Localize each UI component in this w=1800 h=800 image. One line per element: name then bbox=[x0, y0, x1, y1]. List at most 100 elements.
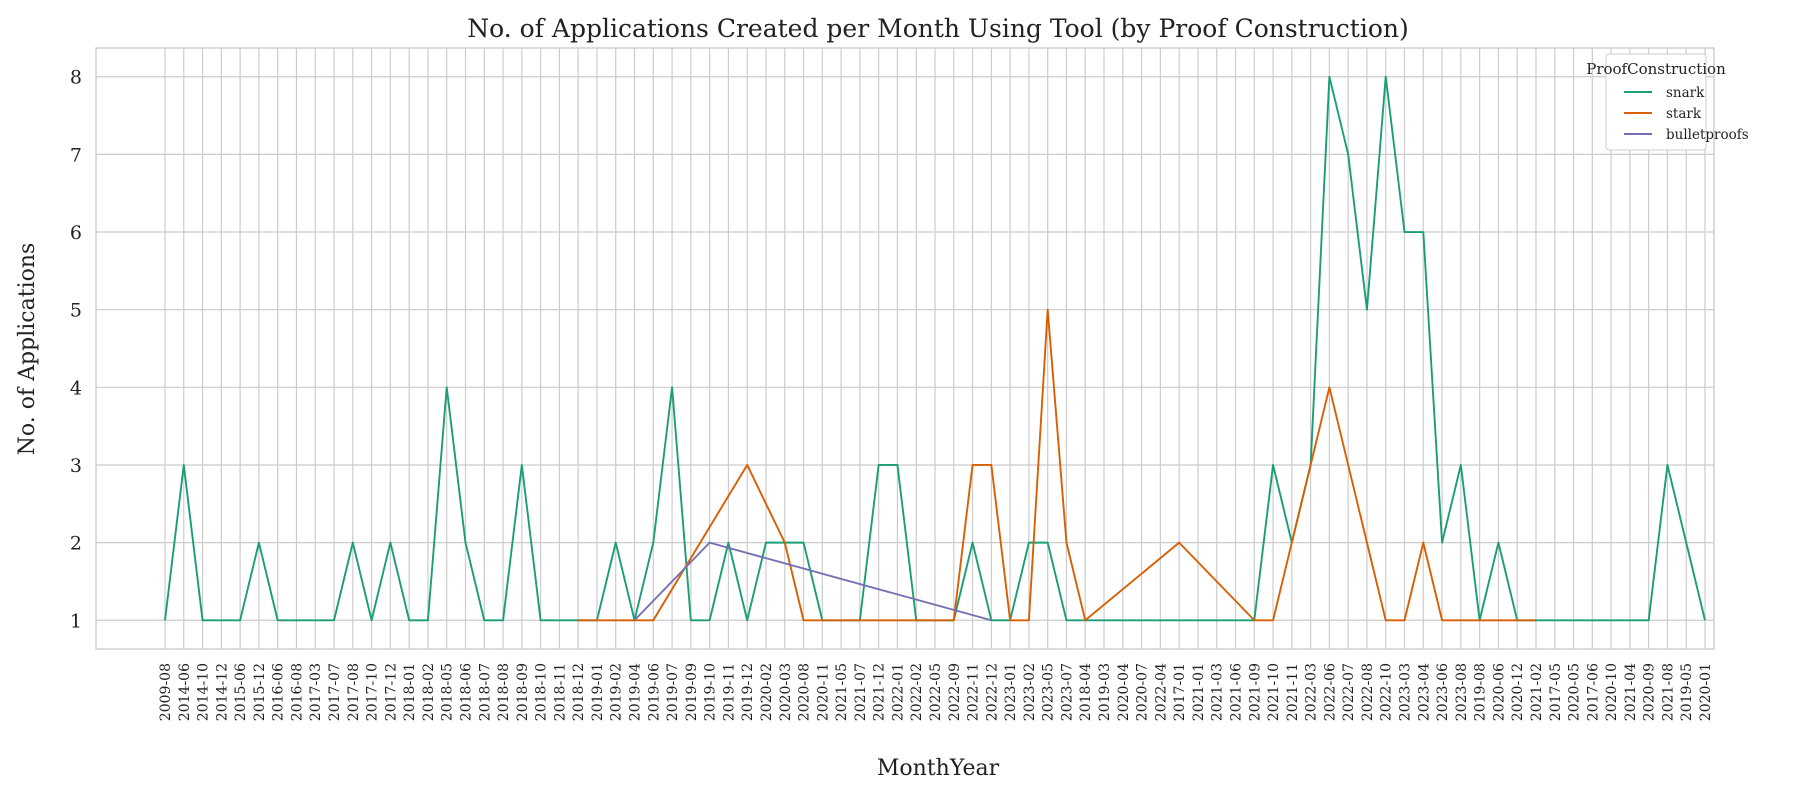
x-tick-label: 2015-06 bbox=[233, 663, 249, 721]
x-tick-label: 2022-12 bbox=[984, 663, 1000, 721]
x-tick-label: 2019-01 bbox=[590, 663, 606, 721]
x-tick-label: 2020-08 bbox=[797, 663, 813, 721]
x-tick-label: 2019-07 bbox=[665, 663, 681, 721]
x-tick-label: 2019-04 bbox=[628, 663, 644, 721]
x-tick-label: 2022-09 bbox=[947, 663, 963, 721]
x-tick-label: 2019-12 bbox=[740, 663, 756, 721]
legend-entries: snark stark bulletproofs bbox=[1624, 85, 1749, 143]
x-tick-label: 2020-01 bbox=[1698, 663, 1714, 721]
plot-area bbox=[95, 47, 1715, 650]
x-tick-label: 2023-02 bbox=[1022, 663, 1038, 721]
chart-title: No. of Applications Created per Month Us… bbox=[467, 14, 1408, 43]
x-tick-label: 2020-11 bbox=[815, 663, 831, 721]
x-tick-label: 2021-07 bbox=[853, 663, 869, 721]
x-tick-label: 2017-06 bbox=[1585, 663, 1601, 721]
y-tick-label: 4 bbox=[70, 377, 82, 399]
x-tick-label: 2020-04 bbox=[1116, 663, 1132, 721]
x-tick-label: 2017-05 bbox=[1548, 663, 1564, 721]
x-tick-label: 2009-08 bbox=[158, 663, 174, 721]
x-tick-label: 2023-04 bbox=[1416, 663, 1432, 721]
x-tick-label: 2021-05 bbox=[834, 663, 850, 721]
x-axis-label: MonthYear bbox=[877, 756, 1000, 781]
x-tick-label: 2021-10 bbox=[1266, 663, 1282, 721]
legend-box bbox=[1605, 53, 1707, 151]
x-tick-label: 2018-01 bbox=[402, 663, 418, 721]
x-tick-label: 2023-01 bbox=[1003, 663, 1019, 721]
y-tick-label: 5 bbox=[70, 300, 82, 322]
x-tick-label: 2021-02 bbox=[1529, 663, 1545, 721]
x-tick-label: 2022-01 bbox=[890, 663, 906, 721]
x-tick-label: 2021-03 bbox=[1210, 663, 1226, 721]
legend-label-bulletproofs: bulletproofs bbox=[1666, 127, 1749, 143]
x-tick-label: 2021-08 bbox=[1660, 663, 1676, 721]
x-tick-label: 2018-11 bbox=[552, 663, 568, 721]
x-tick-labels: 2009-08 2014-06 2014-10 2014-12 2015-06 2015-… bbox=[158, 663, 1714, 721]
x-tick-label: 2018-10 bbox=[534, 663, 550, 721]
x-tick-label: 2022-02 bbox=[909, 663, 925, 721]
x-tick-label: 2018-05 bbox=[440, 663, 456, 721]
x-tick-label: 2021-12 bbox=[872, 663, 888, 721]
x-tick-label: 2018-02 bbox=[421, 663, 437, 721]
x-tick-label: 2019-11 bbox=[721, 663, 737, 721]
x-tick-label: 2022-05 bbox=[928, 663, 944, 721]
series-layer bbox=[164, 75, 1706, 622]
legend: ProofConstruction snark stark bulletproofs bbox=[1586, 53, 1749, 151]
x-tick-label: 2020-07 bbox=[1135, 663, 1151, 721]
y-tick-label: 8 bbox=[70, 67, 82, 89]
legend-label-stark: stark bbox=[1666, 106, 1702, 122]
x-tick-label: 2014-06 bbox=[177, 663, 193, 721]
legend-title: ProofConstruction bbox=[1586, 60, 1726, 78]
y-tick-label: 1 bbox=[70, 610, 82, 632]
x-tick-label: 2020-09 bbox=[1642, 663, 1658, 721]
x-tick-label: 2020-05 bbox=[1567, 663, 1583, 721]
x-tick-label: 2019-02 bbox=[609, 663, 625, 721]
x-tick-label: 2023-03 bbox=[1398, 663, 1414, 721]
x-tick-label: 2018-07 bbox=[477, 663, 493, 721]
x-tick-label: 2018-04 bbox=[1078, 663, 1094, 721]
x-tick-label: 2017-12 bbox=[383, 663, 399, 721]
x-tick-label: 2021-11 bbox=[1285, 663, 1301, 721]
y-tick-label: 6 bbox=[70, 222, 82, 244]
x-tick-label: 2019-05 bbox=[1679, 663, 1695, 721]
x-tick-label: 2017-10 bbox=[365, 663, 381, 721]
y-tick-label: 2 bbox=[70, 533, 82, 555]
x-tick-label: 2022-06 bbox=[1322, 663, 1338, 721]
x-tick-label: 2021-06 bbox=[1228, 663, 1244, 721]
y-tick-label: 3 bbox=[70, 455, 82, 477]
x-tick-label: 2018-08 bbox=[496, 663, 512, 721]
x-tick-label: 2022-08 bbox=[1360, 663, 1376, 721]
x-tick-label: 2019-08 bbox=[1473, 663, 1489, 721]
plot-frame bbox=[95, 47, 1715, 650]
x-tick-label: 2022-04 bbox=[1153, 663, 1169, 721]
x-tick-label: 2019-10 bbox=[703, 663, 719, 721]
legend-label-snark: snark bbox=[1666, 85, 1705, 101]
x-tick-label: 2023-07 bbox=[1059, 663, 1075, 721]
x-tick-label: 2020-03 bbox=[778, 663, 794, 721]
x-tick-label: 2019-09 bbox=[684, 663, 700, 721]
x-tick-label: 2022-07 bbox=[1341, 663, 1357, 721]
y-axis-label: No. of Applications bbox=[15, 243, 40, 456]
x-tick-label: 2017-07 bbox=[327, 663, 343, 721]
x-tick-label: 2022-10 bbox=[1379, 663, 1395, 721]
x-tick-label: 2023-05 bbox=[1041, 663, 1057, 721]
x-tick-label: 2021-04 bbox=[1623, 663, 1639, 721]
x-tick-label: 2022-11 bbox=[966, 663, 982, 721]
series-line-bulletproofs bbox=[633, 541, 992, 622]
x-tick-label: 2019-06 bbox=[646, 663, 662, 721]
x-tick-label: 2021-09 bbox=[1247, 663, 1263, 721]
y-tick-labels: 1 2 3 4 5 6 7 8 bbox=[70, 67, 82, 633]
x-tick-label: 2023-08 bbox=[1454, 663, 1470, 721]
x-tick-label: 2017-01 bbox=[1172, 663, 1188, 721]
x-tick-label: 2023-06 bbox=[1435, 663, 1451, 721]
x-tick-label: 2014-12 bbox=[214, 663, 230, 721]
x-tick-label: 2017-03 bbox=[308, 663, 324, 721]
x-tick-label: 2018-12 bbox=[571, 663, 587, 721]
x-tick-label: 2020-10 bbox=[1604, 663, 1620, 721]
x-tick-label: 2014-10 bbox=[196, 663, 212, 721]
x-tick-label: 2016-08 bbox=[289, 663, 305, 721]
x-tick-label: 2018-06 bbox=[458, 663, 474, 721]
x-tick-label: 2022-03 bbox=[1304, 663, 1320, 721]
x-tick-label: 2020-06 bbox=[1491, 663, 1507, 721]
series-line-stark bbox=[578, 308, 1536, 622]
